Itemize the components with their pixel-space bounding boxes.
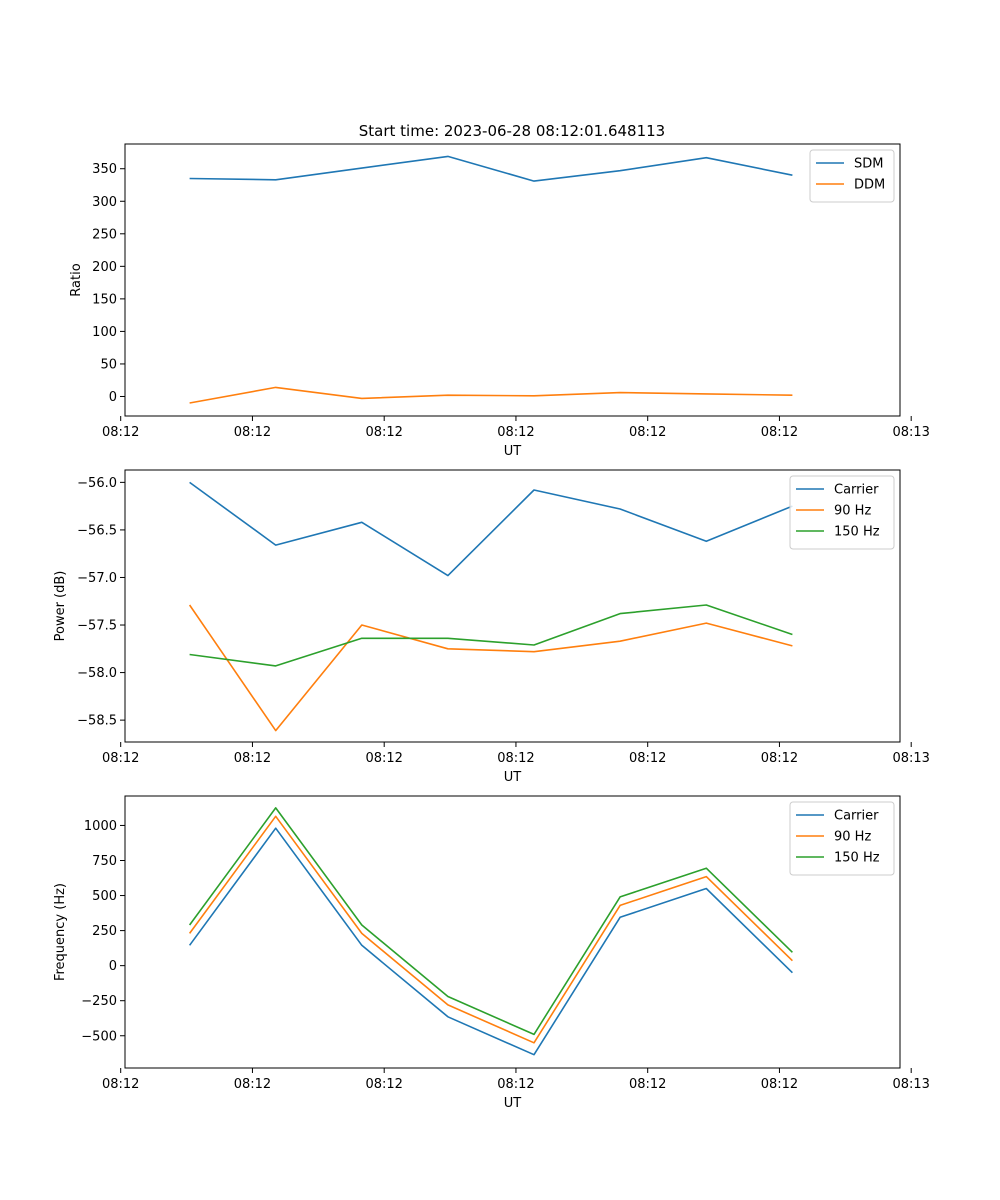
y-tick-label: −58.5 <box>77 714 117 729</box>
y-tick-label: 500 <box>92 889 117 904</box>
legend-label: Carrier <box>834 483 879 498</box>
x-tick-label: 08:12 <box>365 1077 402 1092</box>
x-tick-label: 08:12 <box>761 425 798 440</box>
y-tick-label: 350 <box>92 162 117 177</box>
legend-label: Carrier <box>834 809 879 824</box>
y-tick-label: −58.0 <box>77 666 117 681</box>
x-tick-label: 08:12 <box>234 1077 271 1092</box>
y-tick-label: 150 <box>92 292 117 307</box>
x-tick-label: 08:12 <box>629 1077 666 1092</box>
x-tick-label: 08:12 <box>102 425 139 440</box>
y-axis-label: Frequency (Hz) <box>53 883 68 981</box>
series-line-carrier <box>189 481 793 577</box>
series-line-150-hz <box>189 604 793 667</box>
legend-label: 90 Hz <box>834 504 871 519</box>
y-tick-label: 250 <box>92 924 117 939</box>
y-tick-label: 200 <box>92 260 117 275</box>
x-tick-label: 08:13 <box>892 1077 929 1092</box>
x-tick-label: 08:12 <box>761 751 798 766</box>
x-tick-label: 08:12 <box>365 751 402 766</box>
y-tick-label: 1000 <box>84 819 117 834</box>
y-tick-label: 250 <box>92 227 117 242</box>
panels: 08:12 08:12 08:12 08:12 08:12 08:12 08:13 0 50 10… <box>53 143 930 1111</box>
legend-label: SDM <box>854 157 883 172</box>
x-tick-label: 08:12 <box>497 425 534 440</box>
legend-label: DDM <box>854 178 885 193</box>
x-tick-label: 08:13 <box>892 751 929 766</box>
figure-title: Start time: 2023-06-28 08:12:01.648113 <box>359 122 665 140</box>
y-axis-label: Power (dB) <box>53 571 68 642</box>
x-tick-label: 08:12 <box>761 1077 798 1092</box>
series-line-sdm <box>189 155 793 182</box>
y-tick-label: 0 <box>109 959 117 974</box>
x-tick-label: 08:12 <box>234 751 271 766</box>
x-axis-label: UT <box>504 770 522 785</box>
y-tick-label: −57.0 <box>77 571 117 586</box>
x-tick-label: 08:12 <box>365 425 402 440</box>
y-tick-label: 50 <box>100 357 117 372</box>
plot-area <box>125 796 900 1068</box>
y-tick-label: 750 <box>92 854 117 869</box>
x-tick-label: 08:13 <box>892 425 929 440</box>
legend: Carrier 90 Hz 150 Hz <box>789 801 895 876</box>
x-tick-label: 08:12 <box>102 751 139 766</box>
legend: Carrier 90 Hz 150 Hz <box>789 475 895 550</box>
x-tick-label: 08:12 <box>629 751 666 766</box>
y-tick-label: −250 <box>81 994 117 1009</box>
x-tick-label: 08:12 <box>102 1077 139 1092</box>
x-tick-label: 08:12 <box>497 751 534 766</box>
series-line-90-hz <box>188 604 793 732</box>
series-line-90-hz <box>188 815 793 1044</box>
x-tick-label: 08:12 <box>497 1077 534 1092</box>
legend-label: 90 Hz <box>834 830 871 845</box>
x-axis-label: UT <box>504 1096 522 1111</box>
legend-label: 150 Hz <box>834 851 880 866</box>
plot-area <box>125 144 900 416</box>
y-tick-label: 100 <box>92 325 117 340</box>
y-tick-label: −56.5 <box>77 523 117 538</box>
axes-frame <box>124 143 901 417</box>
y-tick-label: −500 <box>81 1029 117 1044</box>
series-line-ddm <box>189 386 793 404</box>
panel-1: 08:12 08:12 08:12 08:12 08:12 08:12 08:13 0 50 10… <box>69 143 930 459</box>
axes-frame <box>124 795 901 1069</box>
legend: SDM DDM <box>809 149 895 203</box>
series-line-carrier <box>188 827 793 1056</box>
y-tick-label: −56.0 <box>77 476 117 491</box>
x-tick-label: 08:12 <box>629 425 666 440</box>
legend-label: 150 Hz <box>834 525 880 540</box>
x-axis-label: UT <box>504 444 522 459</box>
panel-3: 08:12 08:12 08:12 08:12 08:12 08:12 08:13 1000 7… <box>53 795 930 1111</box>
y-tick-label: −57.5 <box>77 619 117 634</box>
panel-2: 08:12 08:12 08:12 08:12 08:12 08:12 08:13 −56.0… <box>53 469 930 785</box>
series-line-150-hz <box>188 807 793 1036</box>
axes-frame <box>124 469 901 743</box>
x-tick-label: 08:12 <box>234 425 271 440</box>
y-tick-label: 300 <box>92 195 117 210</box>
y-tick-label: 0 <box>109 390 117 405</box>
y-axis-label: Ratio <box>69 263 84 296</box>
